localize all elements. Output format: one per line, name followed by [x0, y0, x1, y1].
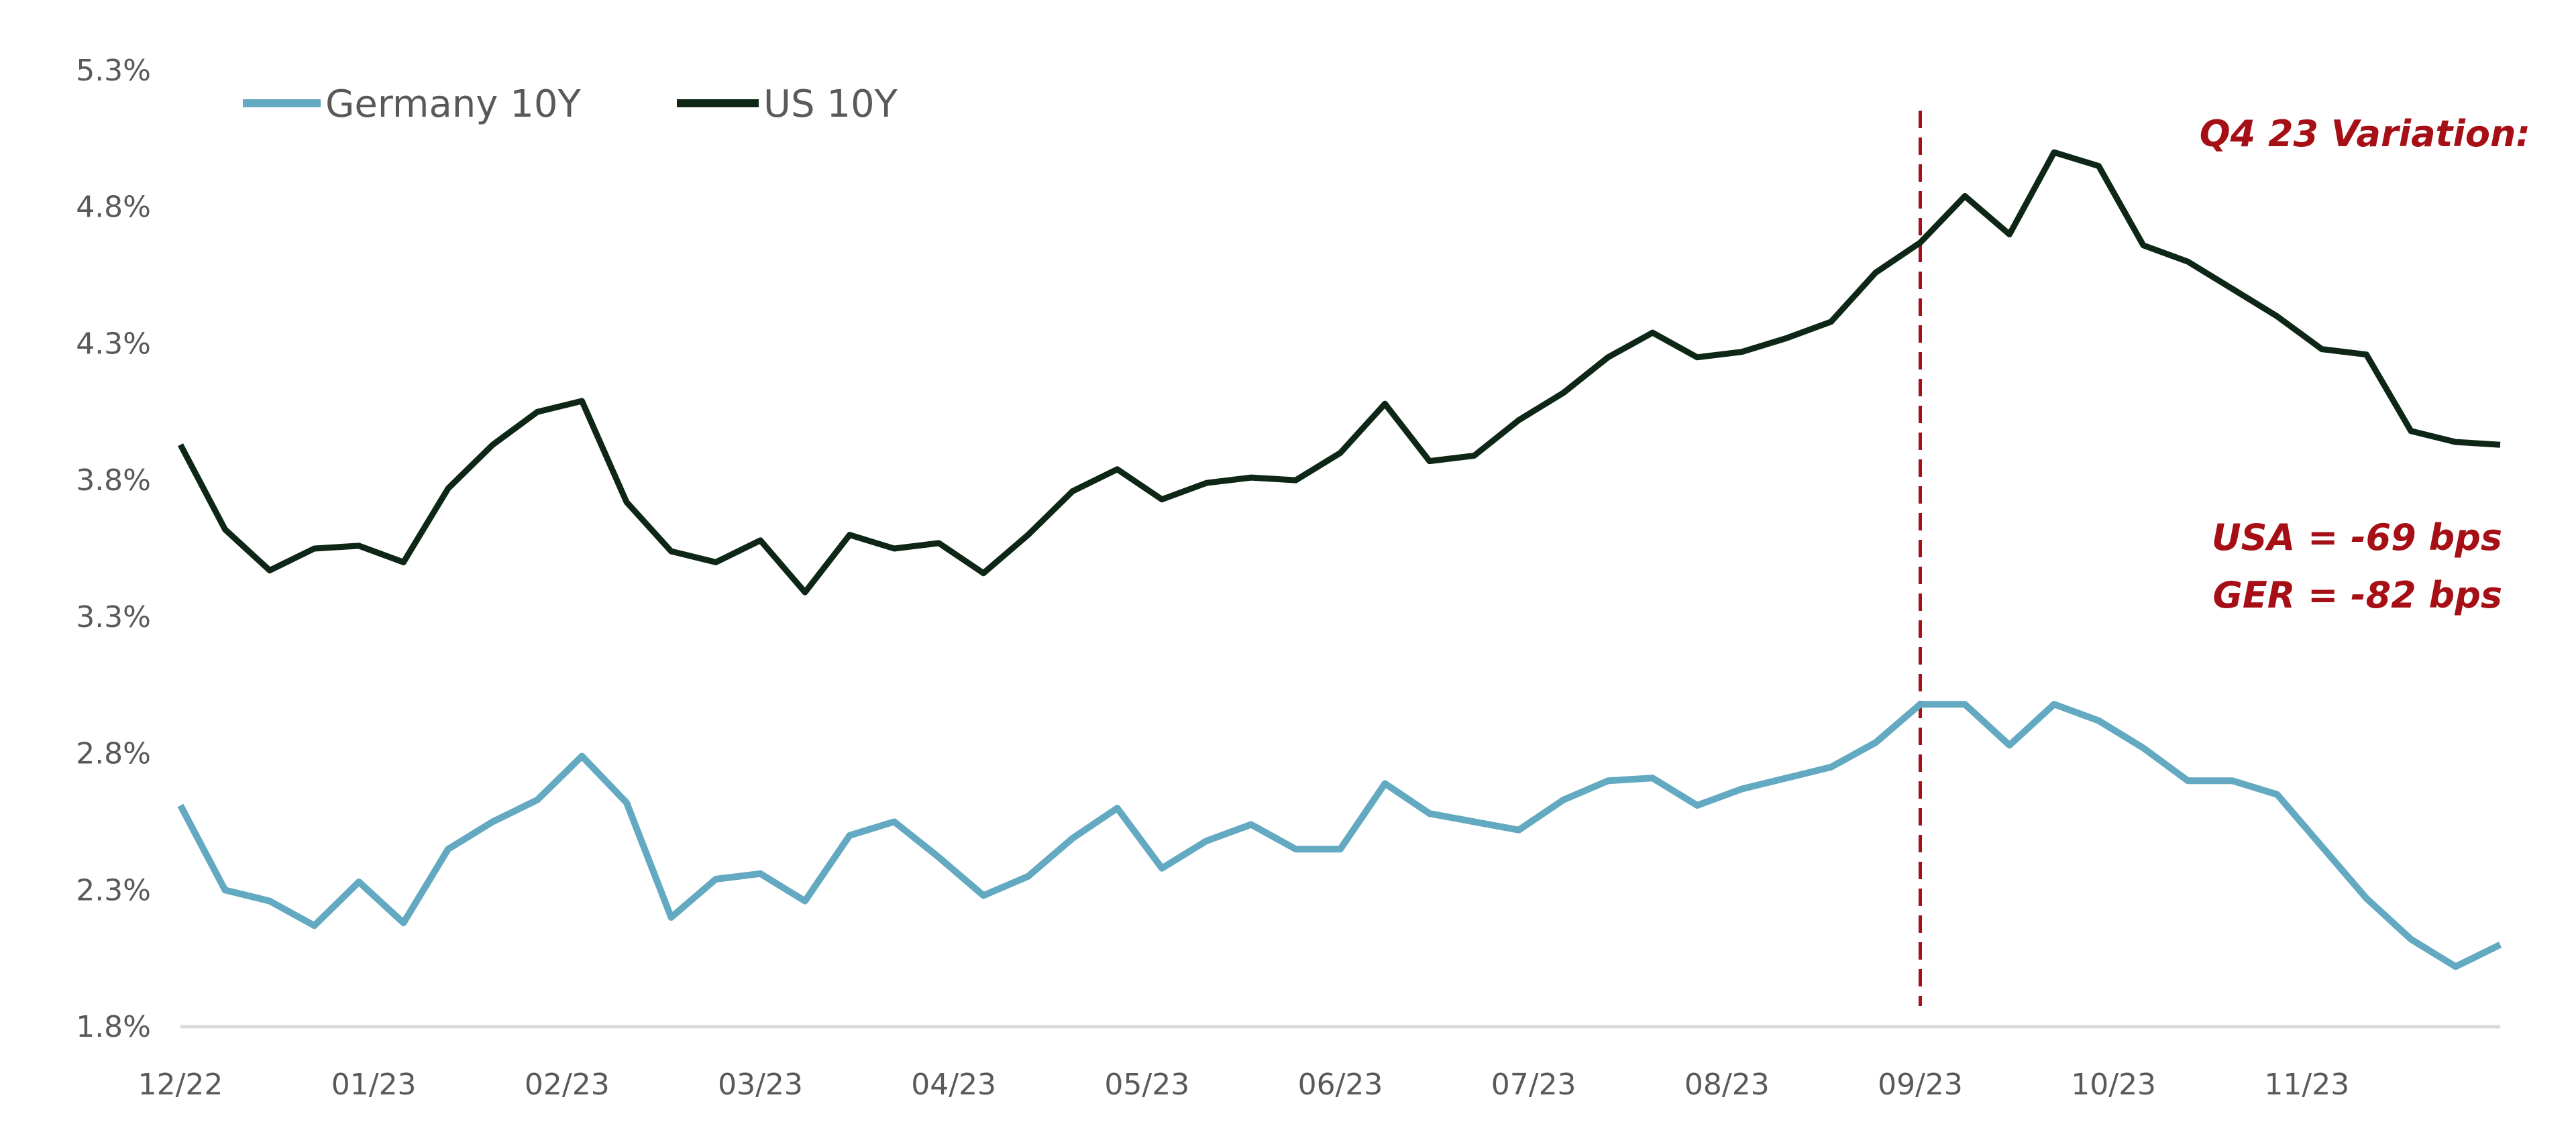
- x-tick-label: 03/23: [718, 1068, 803, 1102]
- x-tick-label: 11/23: [2264, 1068, 2349, 1102]
- germany-10y-line: [177, 701, 2502, 970]
- legend-label-us: US 10Y: [763, 82, 898, 126]
- x-tick-label: 02/23: [525, 1068, 610, 1102]
- annotation-usa: USA = -69 bps: [2212, 516, 2502, 559]
- annotation-heading: Q4 23 Variation:: [2200, 113, 2530, 155]
- y-tick-label: 4.8%: [76, 190, 151, 225]
- y-tick-label: 3.8%: [76, 463, 151, 498]
- x-tick-label: 05/23: [1104, 1068, 1189, 1102]
- legend: Germany 10Y US 10Y: [243, 82, 898, 126]
- y-tick-label: 1.8%: [76, 1010, 151, 1044]
- x-tick-label: 01/23: [331, 1068, 417, 1102]
- y-tick-label: 4.3%: [76, 327, 151, 361]
- y-tick-label: 5.3%: [76, 54, 151, 88]
- x-tick-label: 12/22: [138, 1068, 223, 1102]
- x-tick-label: 06/23: [1298, 1068, 1383, 1102]
- us-10y-line: [178, 149, 2501, 595]
- x-axis: 12/22 01/23 02/23 03/23 04/23 05/23 06/23 07/23…: [138, 1068, 2350, 1102]
- series-lines: [177, 149, 2502, 970]
- y-tick-label: 2.3%: [76, 873, 151, 907]
- legend-label-germany: Germany 10Y: [325, 82, 581, 126]
- y-tick-label: 3.3%: [76, 600, 151, 634]
- y-axis: 5.3% 4.8% 4.3% 3.8% 3.3% 2.8% 2.3% 1.8%: [76, 54, 151, 1044]
- annotations: Q4 23 Variation: USA = -69 bps GER = -82…: [2200, 113, 2530, 616]
- x-tick-label: 09/23: [1878, 1068, 1963, 1102]
- x-tick-label: 07/23: [1491, 1068, 1576, 1102]
- x-tick-label: 04/23: [911, 1068, 996, 1102]
- x-tick-label: 10/23: [2071, 1068, 2156, 1102]
- annotation-ger: GER = -82 bps: [2213, 574, 2502, 616]
- x-tick-label: 08/23: [1684, 1068, 1770, 1102]
- y-tick-label: 2.8%: [76, 737, 151, 771]
